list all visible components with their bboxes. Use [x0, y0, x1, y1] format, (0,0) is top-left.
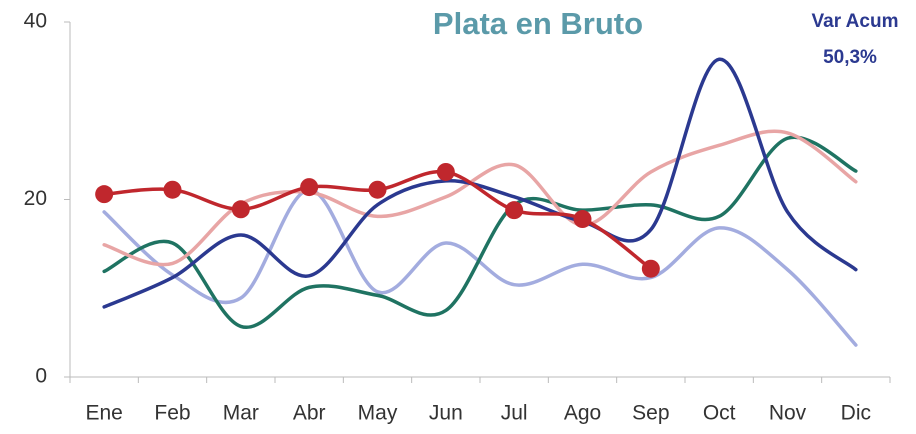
x-tick-label: Jun: [429, 402, 463, 425]
x-tick-label: Abr: [293, 402, 326, 425]
x-tick-label: Sep: [632, 402, 669, 425]
data-point: [573, 210, 592, 229]
y-tick-label: 20: [24, 187, 47, 210]
annotation: 50,3%: [823, 47, 877, 68]
x-tick-label: Jul: [501, 402, 528, 425]
x-tick-label: Ago: [564, 402, 601, 425]
series-line: [102, 187, 858, 347]
data-point: [300, 178, 319, 197]
x-tick-label: Dic: [841, 402, 871, 425]
chart-title: Plata en Bruto: [433, 6, 643, 41]
x-tick-label: Nov: [769, 402, 807, 425]
series-line: [102, 135, 858, 329]
x-tick-label: Mar: [223, 402, 259, 425]
series-line: [102, 57, 858, 309]
data-point: [641, 259, 660, 278]
data-point: [95, 185, 114, 204]
annotation: Var Acum: [812, 11, 899, 32]
y-tick-label: 40: [24, 10, 47, 33]
x-tick-label: May: [358, 402, 398, 425]
data-point: [231, 200, 250, 219]
x-tick-label: Ene: [85, 402, 122, 425]
data-point: [368, 180, 387, 199]
y-tick-label: 0: [35, 365, 47, 388]
data-point: [163, 180, 182, 199]
x-tick-label: Oct: [703, 402, 736, 425]
x-tick-label: Feb: [154, 402, 190, 425]
data-point: [505, 201, 524, 220]
data-point: [436, 162, 455, 181]
